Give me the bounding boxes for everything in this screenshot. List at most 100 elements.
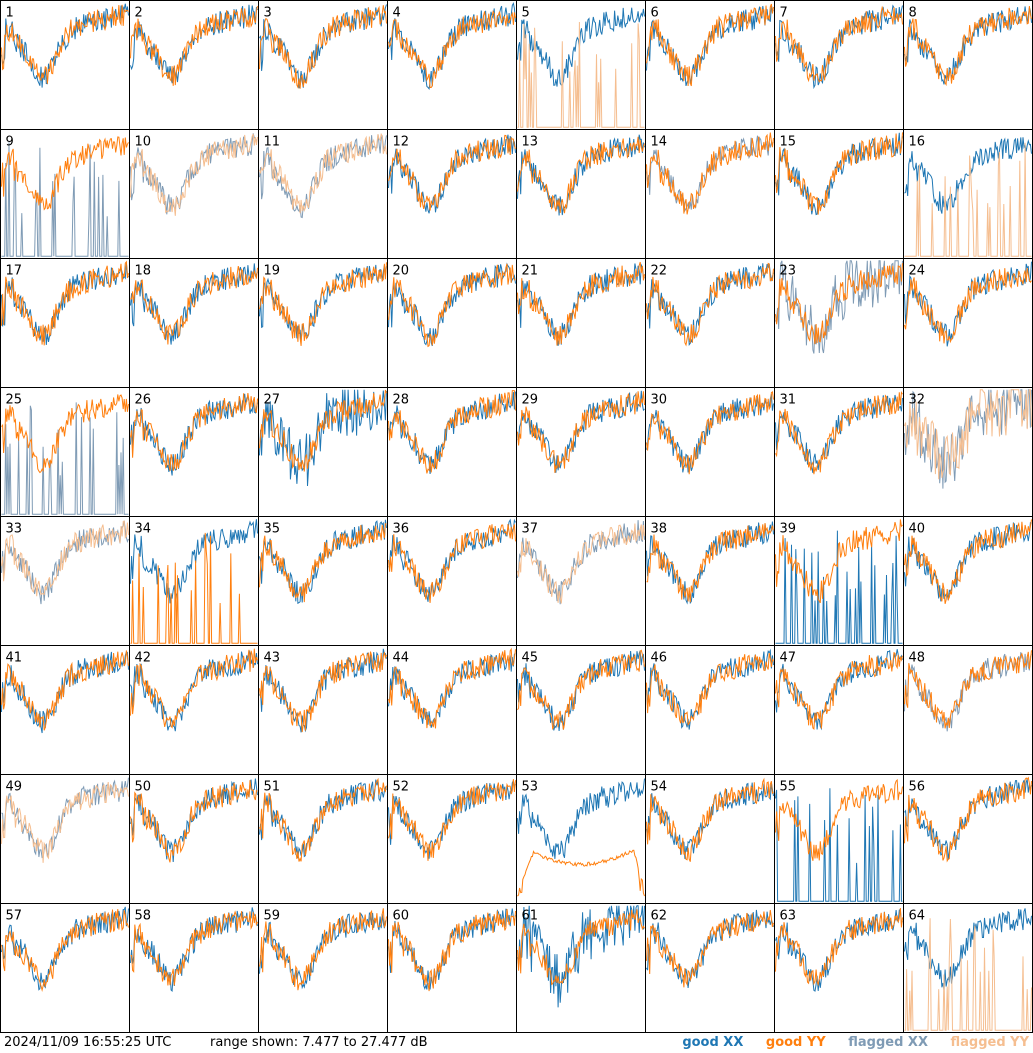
panel-frame: [516, 516, 646, 646]
panel-label: 38: [651, 522, 668, 537]
panel-32: 32: [903, 387, 1033, 517]
panel-label: 34: [135, 522, 152, 537]
series-yy-56: [904, 776, 1032, 863]
series-yy-62: [646, 909, 774, 988]
panel-label: 48: [909, 651, 926, 666]
panel-frame: [387, 387, 517, 517]
panel-label: 3: [264, 6, 272, 21]
series-yy-6: [646, 3, 774, 87]
panel-frame: [258, 0, 388, 130]
series-yy-18: [130, 266, 258, 345]
panel-22: 22: [645, 258, 775, 388]
series-xx-64: [904, 908, 1032, 991]
panel-label: 53: [522, 780, 539, 795]
series-yy-29: [517, 391, 645, 473]
series-yy-64: [904, 918, 1032, 1031]
series-xx-53: [517, 778, 645, 859]
panel-46: 46: [645, 645, 775, 775]
series-xx-25: [1, 402, 129, 515]
series-yy-51: [259, 777, 387, 862]
panel-frame: [774, 0, 904, 130]
panel-label: 36: [393, 522, 410, 537]
panel-frame: [516, 129, 646, 259]
panel-56: 56: [903, 774, 1033, 904]
series-yy-53: [517, 849, 645, 897]
panel-label: 8: [909, 6, 917, 21]
series-yy-26: [130, 393, 258, 471]
series-yy-19: [259, 262, 387, 346]
panel-26: 26: [129, 387, 259, 517]
series-yy-30: [646, 391, 774, 475]
series-yy-50: [130, 780, 258, 863]
panel-31: 31: [774, 387, 904, 517]
panel-frame: [903, 645, 1033, 775]
legend-good-xx: good XX: [682, 1035, 744, 1050]
panel-24: 24: [903, 258, 1033, 388]
panel-43: 43: [258, 645, 388, 775]
panel-47: 47: [774, 645, 904, 775]
series-yy-17: [1, 260, 129, 346]
panel-frame: [774, 516, 904, 646]
panel-label: 62: [651, 909, 668, 924]
panel-33: 33: [0, 516, 130, 646]
panel-label: 41: [6, 651, 23, 666]
panel-label: 16: [909, 135, 926, 150]
series-xx-5: [517, 7, 645, 87]
series-yy-8: [904, 5, 1032, 87]
series-yy-55: [775, 778, 903, 861]
panel-30: 30: [645, 387, 775, 517]
series-yy-59: [259, 908, 387, 991]
panel-label: 4: [393, 6, 401, 21]
panel-2: 2: [129, 0, 259, 130]
panel-label: 39: [780, 522, 797, 537]
panel-23: 23: [774, 258, 904, 388]
legend-flagged-xx: flagged XX: [848, 1035, 928, 1050]
panel-16: 16: [903, 129, 1033, 259]
panel-52: 52: [387, 774, 517, 904]
series-xx-39: [775, 530, 903, 644]
panel-label: 60: [393, 909, 410, 924]
series-xx-9: [1, 142, 129, 257]
panel-label: 54: [651, 780, 668, 795]
panel-49: 49: [0, 774, 130, 904]
series-xx-34: [130, 519, 258, 604]
series-yy-14: [646, 132, 774, 215]
series-xx-16: [904, 137, 1032, 214]
panel-label: 13: [522, 135, 539, 150]
panel-label: 17: [6, 264, 23, 279]
panel-28: 28: [387, 387, 517, 517]
series-yy-49: [1, 781, 129, 863]
panel-frame: [774, 645, 904, 775]
series-yy-47: [775, 651, 903, 730]
series-yy-48: [904, 650, 1032, 729]
panel-15: 15: [774, 129, 904, 259]
series-yy-39: [775, 519, 903, 604]
panel-frame: [387, 645, 517, 775]
series-yy-46: [646, 653, 774, 726]
panel-42: 42: [129, 645, 259, 775]
panel-37: 37: [516, 516, 646, 646]
panel-41: 41: [0, 645, 130, 775]
panel-label: 14: [651, 135, 668, 150]
series-yy-61: [517, 909, 645, 986]
series-xx-63: [775, 908, 903, 992]
series-yy-10: [130, 133, 258, 216]
panel-label: 52: [393, 780, 410, 795]
panel-label: 61: [522, 909, 539, 924]
panel-55: 55: [774, 774, 904, 904]
series-yy-36: [388, 524, 516, 603]
panel-62: 62: [645, 903, 775, 1033]
panel-label: 7: [780, 6, 788, 21]
series-yy-63: [775, 907, 903, 987]
series-xx-45: [517, 650, 645, 732]
panel-label: 22: [651, 264, 668, 279]
panel-label: 30: [651, 393, 668, 408]
series-yy-33: [1, 520, 129, 597]
panel-50: 50: [129, 774, 259, 904]
series-yy-32: [904, 389, 1032, 480]
panel-label: 18: [135, 264, 152, 279]
series-yy-13: [517, 136, 645, 214]
panel-9: 9: [0, 129, 130, 259]
panel-label: 27: [264, 393, 281, 408]
series-yy-12: [388, 134, 516, 211]
